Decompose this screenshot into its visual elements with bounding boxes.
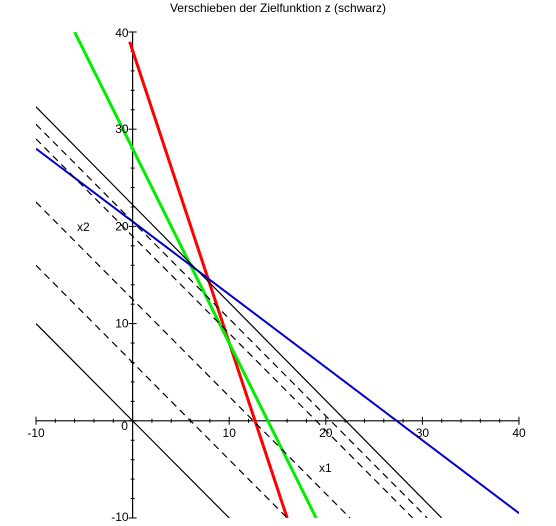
x-tick-label: 30 [416, 426, 430, 440]
axes [35, 31, 520, 519]
x-tick-label: 40 [512, 426, 526, 440]
y-tick-label: -10 [111, 510, 129, 524]
series-line-2 [73, 32, 318, 518]
series-line-6 [36, 138, 414, 518]
series-line-8 [36, 264, 288, 518]
series-line-9 [36, 323, 230, 518]
chart-title: Verschieben der Zielfunktion z (schwarz) [170, 1, 386, 15]
series-line-4 [36, 106, 443, 518]
y-axis-label: x2 [77, 220, 90, 234]
y-tick-label: 30 [115, 122, 129, 136]
x-tick-label: 20 [319, 426, 333, 440]
series-line-5 [36, 123, 428, 518]
origin-label: 0 [121, 419, 128, 433]
x-tick-label: 10 [223, 426, 237, 440]
y-tick-label: 40 [115, 26, 129, 40]
y-tick-label: 20 [115, 219, 129, 233]
series-line-3 [36, 147, 519, 514]
series-group [36, 32, 519, 518]
y-tick-label: 10 [115, 317, 129, 331]
tick-labels: -10 10 20 30 40 0 -10 10 20 30 40 [27, 26, 526, 524]
series-line-7 [36, 201, 351, 518]
x-axis-label: x1 [319, 461, 332, 475]
x-tick-label: -10 [27, 426, 45, 440]
